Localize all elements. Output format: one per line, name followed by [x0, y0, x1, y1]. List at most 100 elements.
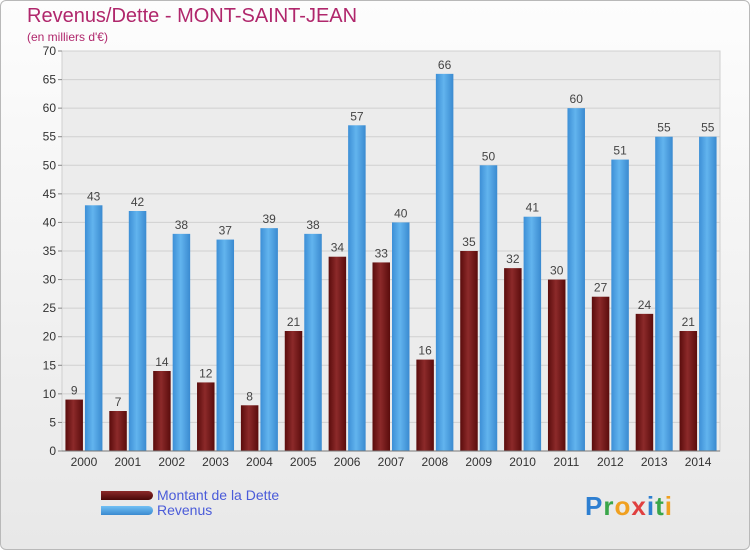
value-label-revenus: 55 — [701, 121, 715, 135]
y-tick-label: 15 — [43, 358, 57, 372]
logo-letter: r — [603, 491, 615, 521]
value-label-revenus: 38 — [175, 218, 189, 232]
x-tick-label: 2002 — [158, 455, 185, 469]
value-label-dette: 9 — [71, 384, 78, 398]
bar-revenus — [128, 211, 147, 451]
bar-dette — [197, 382, 215, 451]
y-tick-label: 35 — [43, 244, 57, 258]
value-label-revenus: 42 — [131, 195, 145, 209]
bar-dette — [372, 262, 390, 451]
legend-item-revenus: Revenus — [101, 502, 212, 518]
bar-revenus — [304, 233, 322, 451]
value-label-dette: 16 — [418, 344, 432, 358]
value-label-dette: 21 — [682, 315, 696, 329]
value-label-revenus: 55 — [657, 121, 671, 135]
logo-letter: P — [585, 491, 604, 521]
x-tick-label: 2008 — [422, 455, 449, 469]
value-label-revenus: 38 — [306, 218, 320, 232]
value-label-revenus: 41 — [526, 201, 540, 215]
value-label-revenus: 66 — [438, 58, 452, 72]
bar-revenus — [655, 136, 673, 451]
bar-dette — [328, 256, 347, 451]
bar-revenus — [84, 205, 103, 451]
x-tick-label: 2006 — [334, 455, 361, 469]
logo-letter: o — [614, 491, 632, 521]
value-label-dette: 12 — [199, 366, 213, 380]
y-tick-label: 65 — [43, 73, 57, 87]
x-tick-label: 2012 — [597, 455, 624, 469]
bar-revenus — [392, 222, 410, 451]
bar-dette — [284, 331, 303, 451]
bar-dette — [153, 371, 171, 451]
value-label-dette: 34 — [331, 241, 345, 255]
bar-revenus — [523, 216, 542, 451]
bar-revenus — [260, 228, 278, 451]
logo-letter: x — [631, 491, 647, 521]
y-tick-label: 50 — [43, 158, 57, 172]
y-tick-label: 5 — [49, 415, 56, 429]
x-tick-label: 2007 — [378, 455, 405, 469]
y-tick-label: 10 — [43, 387, 57, 401]
x-tick-label: 2000 — [71, 455, 98, 469]
y-tick-label: 45 — [43, 187, 57, 201]
value-label-dette: 32 — [506, 252, 520, 266]
value-label-dette: 24 — [638, 298, 652, 312]
x-tick-label: 2005 — [290, 455, 317, 469]
value-label-dette: 30 — [550, 264, 564, 278]
bar-dette — [460, 251, 478, 451]
bar-revenus — [699, 136, 717, 451]
y-tick-label: 55 — [43, 130, 57, 144]
chart-unit: (en milliers d'€) — [27, 30, 108, 44]
y-tick-label: 30 — [43, 273, 57, 287]
y-tick-label: 70 — [43, 44, 57, 58]
logo-letter: i — [664, 491, 673, 521]
bar-dette — [591, 296, 610, 451]
legend-swatch-revenus — [101, 505, 153, 515]
legend-label-dette: Montant de la Dette — [157, 487, 280, 503]
value-label-dette: 35 — [462, 235, 476, 249]
bar-dette — [109, 411, 127, 451]
x-tick-label: 2001 — [114, 455, 141, 469]
bars — [65, 73, 717, 452]
value-label-dette: 33 — [375, 246, 389, 260]
value-labels: 9 43 7 42 14 38 12 37 8 39 21 38 34 57 33 40 16 66 35 50 32 4… — [71, 58, 715, 409]
value-label-dette: 7 — [115, 395, 122, 409]
value-label-dette: 21 — [287, 315, 301, 329]
y-tick-label: 20 — [43, 330, 57, 344]
y-tick-label: 25 — [43, 301, 57, 315]
x-tick-label: 2003 — [202, 455, 229, 469]
bar-dette — [240, 405, 259, 451]
bar-revenus — [567, 108, 585, 452]
logo-letter: t — [655, 491, 665, 521]
value-label-revenus: 57 — [350, 109, 364, 123]
grid-lines — [62, 50, 720, 452]
value-label-revenus: 50 — [482, 149, 496, 163]
x-tick-label: 2013 — [641, 455, 668, 469]
value-label-dette: 27 — [594, 281, 608, 295]
value-label-revenus: 43 — [87, 189, 101, 203]
value-label-revenus: 51 — [613, 144, 627, 158]
y-tick-label: 60 — [43, 101, 57, 115]
bar-dette — [504, 268, 522, 451]
x-tick-label: 2004 — [246, 455, 273, 469]
bar-dette — [679, 331, 698, 451]
bar-revenus — [348, 125, 366, 452]
bar-revenus — [216, 239, 235, 451]
legend-label-revenus: Revenus — [157, 502, 213, 518]
bar-revenus — [611, 159, 629, 452]
x-tick-label: 2014 — [685, 455, 712, 469]
x-tick-label: 2010 — [509, 455, 536, 469]
bar-revenus — [435, 73, 454, 451]
value-label-revenus: 60 — [570, 92, 584, 106]
logo-letter: i — [646, 491, 656, 521]
bar-dette — [547, 279, 566, 451]
value-label-dette: 8 — [246, 389, 253, 403]
bar-revenus — [172, 233, 191, 451]
x-tick-label: 2011 — [554, 455, 580, 469]
legend-swatch-dette — [101, 490, 153, 500]
legend-item-dette: Montant de la Dette — [101, 487, 279, 503]
value-label-revenus: 39 — [262, 212, 276, 226]
value-label-dette: 14 — [155, 355, 169, 369]
